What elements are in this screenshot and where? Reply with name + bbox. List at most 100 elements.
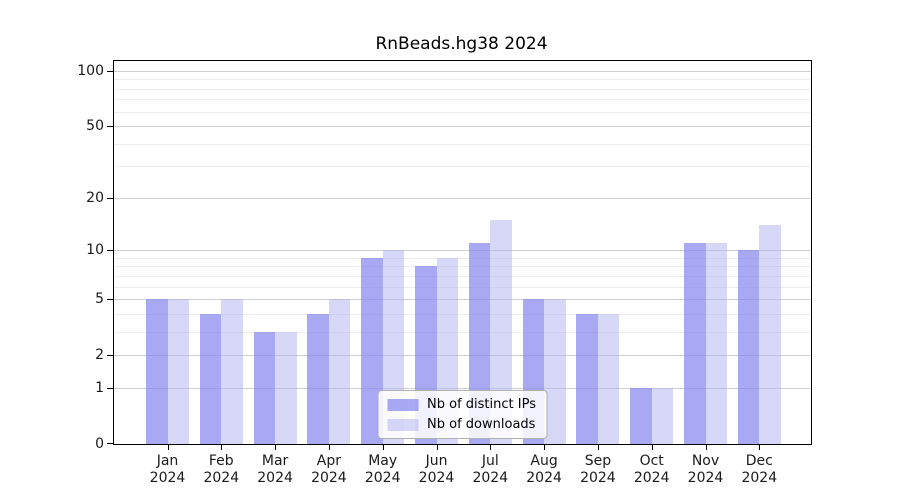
- bar-distinct-ips: [576, 313, 598, 444]
- x-tick-label: Dec 2024: [727, 453, 791, 487]
- month-label: Aug: [530, 453, 558, 469]
- month-label: Feb: [208, 453, 234, 469]
- y-tick-label: 2: [95, 347, 104, 364]
- x-axis-tick: [759, 445, 761, 450]
- year-label: 2024: [311, 470, 347, 486]
- year-label: 2024: [633, 470, 670, 486]
- month-label: Jan: [156, 453, 179, 469]
- bar-downloads: [221, 299, 243, 444]
- gridline-minor: [114, 331, 811, 333]
- plot-area: Nb of distinct IPs Nb of downloads 0 1 2 5 1…: [77, 60, 812, 486]
- legend-swatch-distinct-ips: [387, 398, 419, 411]
- legend: Nb of distinct IPs Nb of downloads: [377, 390, 548, 439]
- bar-downloads: [328, 299, 351, 444]
- month-label: Dec: [745, 453, 773, 469]
- x-axis-tick: [167, 445, 169, 450]
- year-label: 2024: [257, 470, 293, 486]
- x-axis-tick: [544, 445, 546, 450]
- x-tick-label: Mar 2024: [243, 453, 307, 487]
- y-axis-tick: [107, 355, 113, 357]
- bar-distinct-ips: [737, 250, 760, 444]
- gridline-major: [114, 70, 811, 72]
- month-label: May: [368, 453, 398, 469]
- x-axis-tick: [705, 445, 707, 450]
- x-axis-tick: [275, 445, 277, 450]
- legend-item-downloads: Nb of downloads: [387, 417, 536, 432]
- bar-distinct-ips: [199, 313, 222, 444]
- y-tick-label: 5: [95, 291, 104, 308]
- month-label: Nov: [691, 453, 720, 469]
- month-label: Sep: [584, 453, 612, 469]
- gridline-major: [114, 197, 811, 199]
- gridline-minor: [114, 257, 811, 259]
- x-tick-label: Feb 2024: [189, 453, 253, 487]
- year-label: 2024: [741, 470, 778, 486]
- month-label: Apr: [316, 453, 341, 469]
- y-axis-tick: [107, 387, 113, 389]
- year-label: 2024: [526, 470, 562, 486]
- gridline-major: [114, 355, 811, 357]
- bar-downloads: [597, 313, 620, 444]
- x-axis-tick: [597, 445, 599, 450]
- bar-downloads: [167, 299, 189, 444]
- x-tick-label: May 2024: [351, 453, 415, 487]
- y-tick-label: 20: [86, 189, 104, 206]
- month-label: Oct: [639, 453, 664, 469]
- year-label: 2024: [418, 470, 455, 486]
- y-tick-label: 0: [95, 436, 104, 452]
- x-axis-tick: [436, 445, 438, 450]
- y-axis-tick: [107, 250, 113, 252]
- legend-label-distinct-ips: Nb of distinct IPs: [427, 397, 536, 412]
- year-label: 2024: [203, 470, 240, 486]
- gridline-minor: [114, 99, 811, 101]
- gridline-minor: [114, 286, 811, 288]
- x-tick-label: Aug 2024: [512, 453, 576, 487]
- gridline-minor: [114, 275, 811, 277]
- y-axis-tick: [107, 197, 113, 199]
- y-axis-tick: [107, 126, 113, 127]
- month-label: Mar: [261, 453, 289, 469]
- year-label: 2024: [580, 470, 616, 486]
- x-tick-label: Nov 2024: [674, 453, 738, 487]
- bar-downloads: [275, 331, 297, 444]
- y-tick-label: 50: [86, 118, 104, 134]
- x-axis-tick: [382, 445, 384, 450]
- gridline-major: [114, 250, 811, 252]
- gridline-minor: [114, 88, 811, 90]
- gridline-major: [114, 387, 811, 389]
- bar-distinct-ips: [253, 331, 276, 444]
- gridline-minor: [114, 143, 811, 145]
- gridline-minor: [114, 266, 811, 268]
- legend-label-downloads: Nb of downloads: [427, 417, 536, 432]
- y-tick-label: 10: [86, 242, 104, 259]
- y-axis-tick: [107, 299, 113, 301]
- bar-downloads: [705, 243, 727, 444]
- month-label: Jul: [481, 453, 499, 469]
- chart-title: RnBeads.hg38 2024: [375, 34, 548, 54]
- x-tick-label: Sep 2024: [566, 453, 630, 487]
- x-tick-label: Jun 2024: [405, 453, 469, 487]
- bar-downloads: [544, 299, 566, 444]
- x-tick-label: Oct 2024: [620, 453, 684, 487]
- gridline-minor: [114, 313, 811, 315]
- x-tick-label: Apr 2024: [297, 453, 361, 487]
- bar-distinct-ips: [684, 243, 706, 444]
- year-label: 2024: [149, 470, 186, 486]
- x-axis-tick: [651, 445, 653, 450]
- y-tick-label: 1: [95, 379, 104, 396]
- x-axis-tick: [490, 445, 492, 450]
- x-axis-tick: [221, 445, 223, 450]
- x-axis-tick: [328, 445, 330, 450]
- gridline-major: [114, 299, 811, 301]
- y-axis-tick: [107, 70, 113, 72]
- month-label: Jun: [425, 453, 448, 469]
- bar-distinct-ips: [307, 313, 329, 444]
- y-tick-label: 100: [77, 62, 104, 79]
- bar-downloads: [651, 387, 674, 444]
- bar-distinct-ips: [630, 387, 652, 444]
- bar-downloads: [759, 225, 781, 444]
- year-label: 2024: [687, 470, 724, 486]
- year-label: 2024: [472, 470, 509, 486]
- gridline-major: [114, 126, 811, 127]
